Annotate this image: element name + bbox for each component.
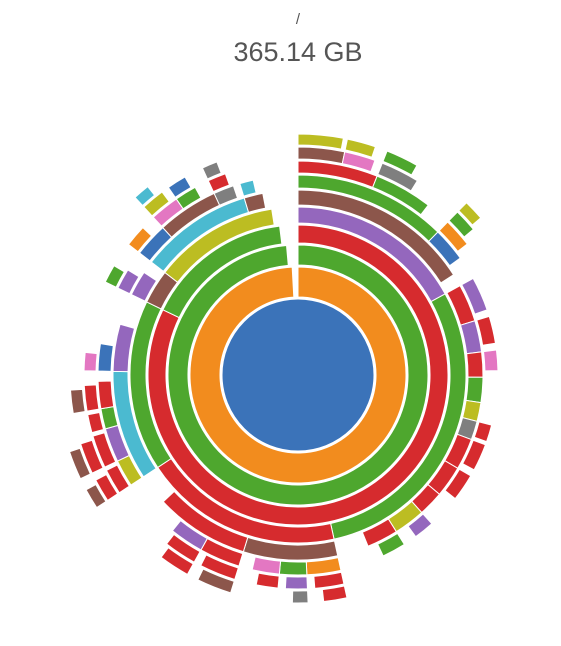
segment <box>127 226 153 253</box>
segment <box>117 269 140 295</box>
segment <box>213 185 239 206</box>
segment <box>97 380 115 410</box>
segment <box>164 208 275 283</box>
segment <box>465 376 484 404</box>
segment <box>68 447 92 480</box>
segment <box>255 572 280 589</box>
segment <box>105 464 131 494</box>
segment <box>95 473 119 502</box>
segment <box>130 271 158 302</box>
chart-title: / <box>296 11 301 28</box>
segment <box>291 590 309 604</box>
segment <box>162 225 283 319</box>
segment <box>175 186 202 210</box>
segment <box>134 185 156 207</box>
segment <box>165 533 201 563</box>
segment <box>438 221 468 253</box>
segment <box>372 175 429 216</box>
segment <box>167 176 192 198</box>
segment <box>321 585 348 603</box>
segment <box>344 138 377 158</box>
root-disk <box>221 298 375 452</box>
segment <box>83 384 100 412</box>
segment <box>239 179 257 197</box>
segment <box>482 349 499 372</box>
segment <box>284 576 308 590</box>
segment <box>361 518 398 547</box>
segment <box>87 411 105 434</box>
segment <box>297 133 344 150</box>
segment <box>80 439 104 474</box>
segment <box>167 244 429 506</box>
segment <box>100 405 119 430</box>
segment <box>160 547 194 576</box>
segment <box>243 192 267 213</box>
segment <box>207 173 231 193</box>
segment <box>376 532 406 557</box>
segment <box>189 266 407 484</box>
segment <box>297 189 455 284</box>
segment <box>473 421 493 443</box>
segment <box>382 150 418 176</box>
segment <box>92 432 117 468</box>
segment <box>143 191 170 217</box>
segment <box>147 224 449 526</box>
segment <box>341 151 376 173</box>
segment <box>201 161 222 180</box>
segment <box>200 554 239 581</box>
segment <box>377 162 418 192</box>
segment <box>112 323 136 373</box>
segment <box>171 519 208 551</box>
segment <box>444 468 472 500</box>
segment <box>461 277 488 315</box>
segment <box>85 483 107 509</box>
segment <box>466 351 484 378</box>
segment <box>458 202 482 226</box>
segment <box>104 265 126 288</box>
segment <box>428 231 461 267</box>
segment <box>407 513 433 538</box>
segment <box>97 343 114 372</box>
segment <box>83 351 98 372</box>
segment <box>476 315 497 346</box>
segment <box>461 439 487 471</box>
segment <box>305 557 342 576</box>
segment <box>313 571 345 589</box>
segment <box>278 560 308 576</box>
segment <box>448 211 475 238</box>
segment <box>251 556 282 575</box>
segment <box>162 490 249 553</box>
segment <box>197 568 235 594</box>
segment <box>69 388 86 415</box>
total-size: 365.14 GB <box>233 37 362 67</box>
